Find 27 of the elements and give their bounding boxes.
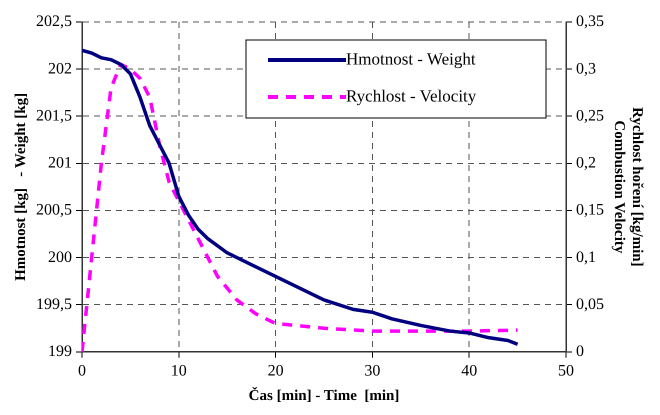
y-tick-label: 199: [48, 343, 72, 360]
x-tick-label: 50: [558, 362, 574, 380]
y-tick-label: 200,5: [36, 202, 72, 219]
y2-tick-label: 0: [576, 343, 584, 360]
legend-label: Rychlost - Velocity: [346, 86, 477, 106]
y2-tick-label: 0,2: [576, 154, 596, 172]
y2-axis-title: Rychlost hoření [kg/min] Combustion Velocity: [611, 107, 646, 267]
y-tick-label: 199,5: [36, 296, 72, 313]
x-tick-label: 30: [364, 362, 380, 380]
y2-tick-label: 0,3: [576, 60, 596, 78]
x-axis-title: Čas [min] - Time [min]: [248, 386, 400, 404]
x-tick-label: 10: [170, 362, 187, 380]
y2-tick-label: 0,05: [576, 296, 604, 313]
y2-tick-label: 0,1: [576, 248, 596, 266]
x-tick-label: 0: [78, 362, 86, 380]
y-tick-label: 202,5: [36, 13, 72, 30]
y-tick-label: 201,5: [36, 107, 72, 124]
y2-tick-label: 0,35: [576, 13, 604, 30]
x-tick-label: 40: [461, 362, 478, 380]
y-tick-label: 201: [48, 154, 72, 172]
legend-label: Hmotnost - Weight: [346, 49, 476, 68]
y-tick-label: 202: [48, 60, 72, 78]
y2-tick-label: 0,15: [576, 202, 604, 219]
y-axis-title: Hmotnost [kg] - Weight [kg]: [12, 92, 29, 281]
y-tick-label: 200: [48, 248, 72, 266]
y2-tick-label: 0,25: [576, 107, 604, 124]
x-tick-label: 20: [268, 362, 284, 380]
